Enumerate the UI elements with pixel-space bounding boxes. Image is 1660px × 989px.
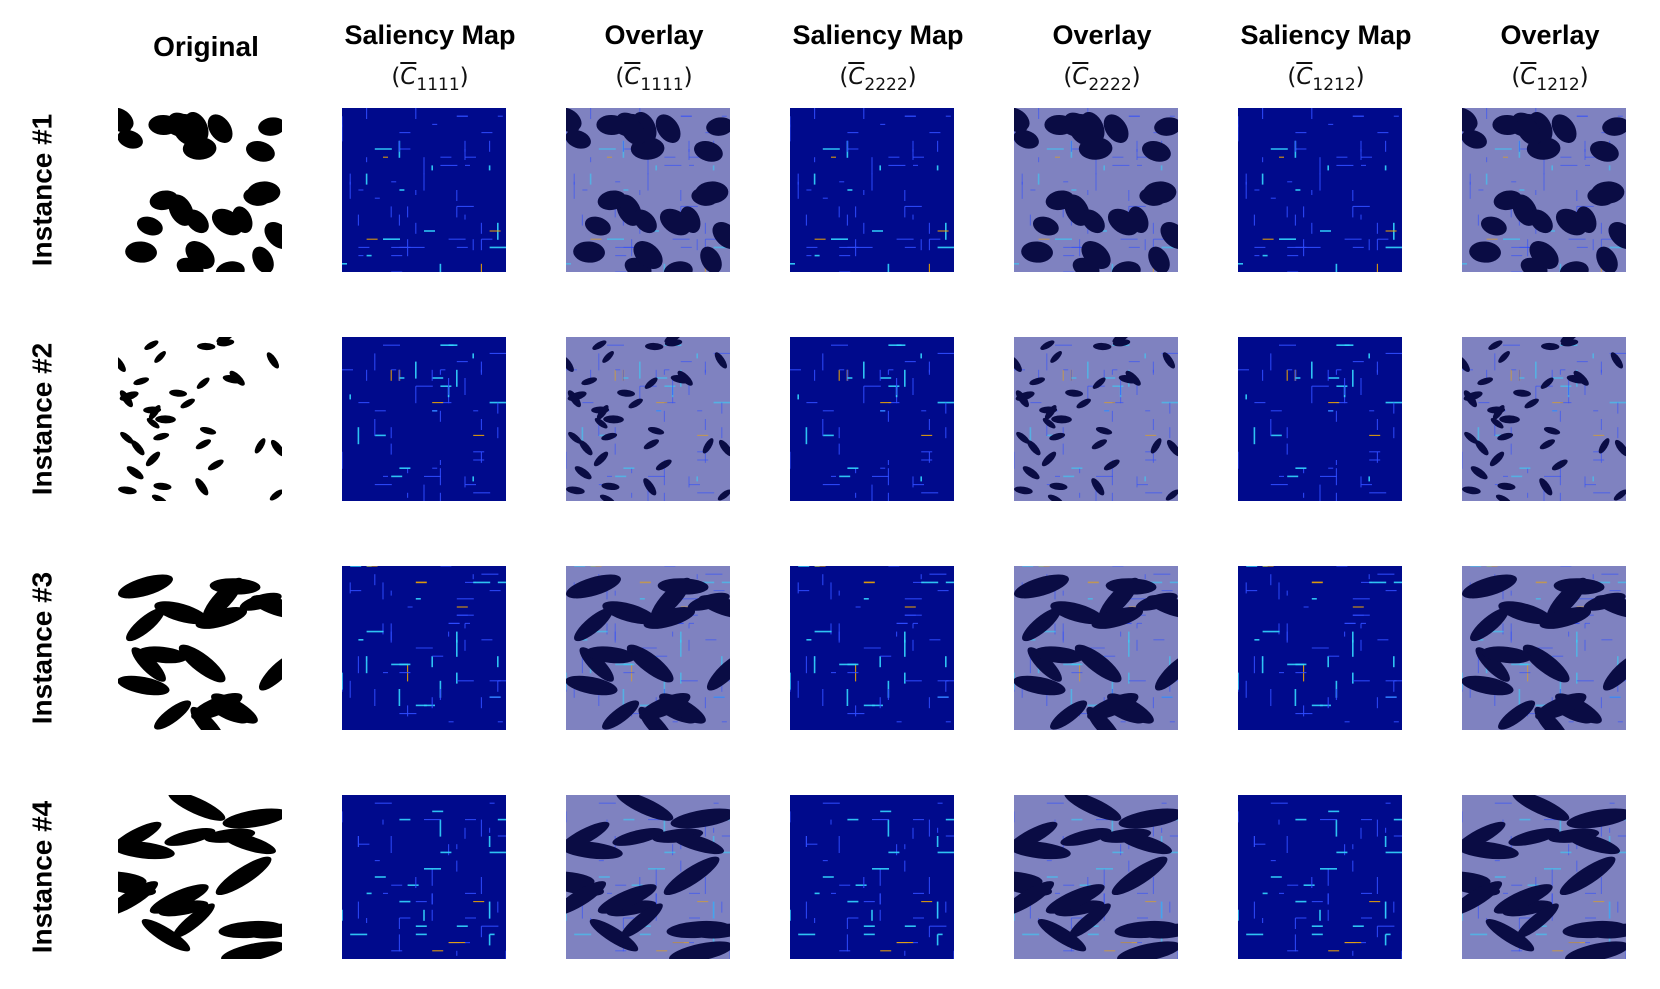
panel-original-instance-2 [118,337,282,501]
col-title: Saliency Map [344,20,516,50]
panel-saliency-instance-3 [1238,566,1402,730]
panel-overlay-instance-2 [1014,337,1178,501]
col-title: Saliency Map [792,20,964,50]
col-subtitle: (C1212) [1511,64,1589,95]
col-subtitle: (C2222) [839,64,917,95]
col-subtitle: (C1212) [1287,64,1365,95]
col-header-saliency-1111: Saliency Map (C1111) [320,18,540,102]
panel-overlay-instance-4 [566,795,730,959]
row-label-instance-1: Instance #1 [26,113,57,267]
col-subtitle: (C1111) [391,64,469,95]
panel-saliency-instance-4 [790,795,954,959]
row-label-instance-3: Instance #3 [26,571,57,725]
panel-saliency-instance-2 [1238,337,1402,501]
panel-overlay-instance-2 [1462,337,1626,501]
col-header-saliency-1212: Saliency Map (C1212) [1216,18,1436,102]
panel-saliency-instance-1 [342,108,506,272]
panel-overlay-instance-1 [1462,108,1626,272]
panel-overlay-instance-1 [1014,108,1178,272]
row-label-instance-2: Instance #2 [26,342,57,496]
col-title: Overlay [604,20,704,50]
panel-original-instance-4 [118,795,282,959]
col-title: Saliency Map [1240,20,1412,50]
panel-saliency-instance-3 [790,566,954,730]
panel-saliency-instance-3 [342,566,506,730]
panel-original-instance-1 [118,108,282,272]
col-subtitle: (C2222) [1063,64,1141,95]
panel-saliency-instance-4 [1238,795,1402,959]
col-header-overlay-2222: Overlay (C2222) [992,18,1212,102]
panel-saliency-instance-1 [790,108,954,272]
col-title: Overlay [1052,20,1152,50]
panel-saliency-instance-4 [342,795,506,959]
panel-overlay-instance-3 [566,566,730,730]
col-subtitle: (C1111) [615,64,693,95]
col-header-saliency-2222: Saliency Map (C2222) [768,18,988,102]
panel-saliency-instance-1 [1238,108,1402,272]
col-header-overlay-1111: Overlay (C1111) [544,18,764,102]
panel-original-instance-3 [118,566,282,730]
panel-overlay-instance-4 [1462,795,1626,959]
row-label-instance-4: Instance #4 [26,800,57,954]
panel-overlay-instance-3 [1014,566,1178,730]
panel-overlay-instance-4 [1014,795,1178,959]
panel-overlay-instance-2 [566,337,730,501]
col-title: Original [153,31,259,62]
panel-saliency-instance-2 [790,337,954,501]
col-title: Overlay [1500,20,1600,50]
col-header-original: Original [96,18,316,64]
panel-overlay-instance-1 [566,108,730,272]
panel-overlay-instance-3 [1462,566,1626,730]
col-header-overlay-1212: Overlay (C1212) [1440,18,1660,102]
panel-saliency-instance-2 [342,337,506,501]
